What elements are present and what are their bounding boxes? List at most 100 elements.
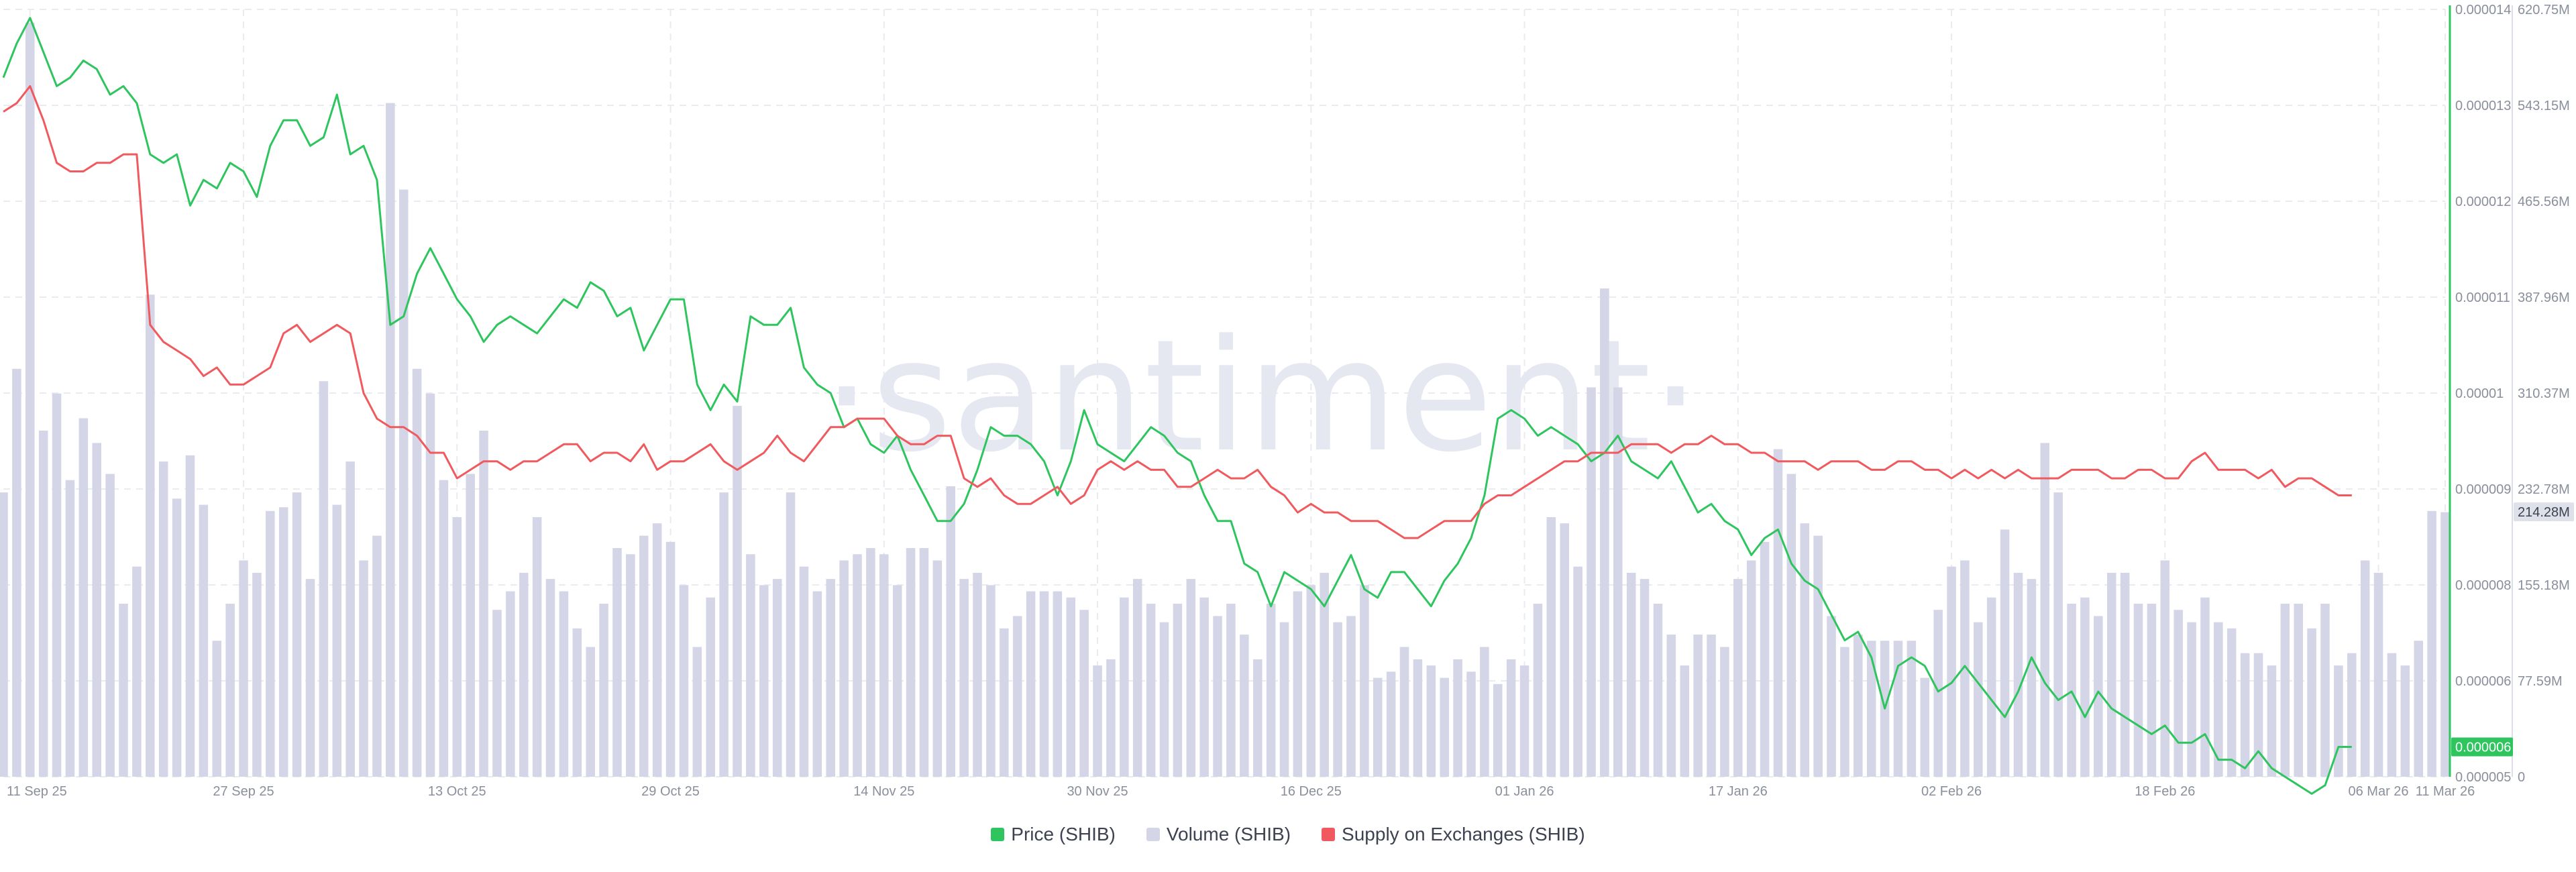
volume-bar <box>1120 597 1129 777</box>
volume-bar <box>372 535 382 777</box>
volume-bar <box>439 480 449 777</box>
legend-item[interactable]: Supply on Exchanges (SHIB) <box>1322 824 1585 845</box>
volume-bar <box>2106 572 2116 777</box>
volume-bar <box>826 579 835 777</box>
volume-bar <box>2360 560 2370 777</box>
volume-bar <box>799 566 809 777</box>
volume-bar <box>2094 616 2103 777</box>
volume-bar <box>1493 684 1503 777</box>
volume-bar <box>212 641 222 777</box>
axes: 0.000014 0.000013 0.000012 0.000011 0.00001 0… <box>7 3 2574 799</box>
volume-bar <box>1587 387 1596 777</box>
volume-bar <box>519 572 529 777</box>
volume-bar <box>78 418 89 777</box>
volume-bar <box>52 393 62 777</box>
volume-bar <box>1960 560 1970 777</box>
volume-bar <box>292 492 302 777</box>
volume-tick-label: 310.37M <box>2518 386 2570 401</box>
volume-bar <box>158 461 168 777</box>
volume-bar <box>2133 603 2143 777</box>
volume-bar <box>2013 572 2023 777</box>
x-tick-label: 16 Dec 25 <box>1281 784 1342 799</box>
volume-bar <box>1506 659 1516 777</box>
volume-bar <box>1773 449 1783 777</box>
volume-bar <box>772 579 782 777</box>
volume-bar <box>986 585 996 777</box>
price-tick-label: 0.000011 <box>2455 290 2510 305</box>
volume-bar <box>132 566 142 777</box>
volume-bar <box>12 368 21 777</box>
volume-bar <box>1707 635 1716 777</box>
volume-bar <box>1746 560 1756 777</box>
volume-bar <box>959 579 969 777</box>
volume-bar <box>1000 628 1009 777</box>
volume-bar <box>1320 572 1329 777</box>
volume-bar <box>1560 523 1569 777</box>
volume-bar <box>1680 665 1689 777</box>
volume-bar <box>2334 665 2343 777</box>
volume-bar <box>386 103 395 777</box>
volume-bar <box>225 603 235 777</box>
volume-bar <box>1519 665 1529 777</box>
volume-bar <box>1666 635 1676 777</box>
volume-bar <box>892 585 902 777</box>
volume-bar <box>1132 579 1142 777</box>
volume-bar <box>1813 535 1823 777</box>
volume-tick-label: 77.59M <box>2518 674 2563 689</box>
volume-bar <box>1613 387 1623 777</box>
volume-bar <box>1466 671 1476 777</box>
volume-bar <box>332 504 342 777</box>
volume-bar <box>319 381 329 777</box>
volume-bar <box>2414 641 2423 777</box>
volume-bar <box>946 486 956 777</box>
volume-bar <box>1106 659 1116 777</box>
volume-bar <box>1279 622 1289 777</box>
volume-bar <box>1079 610 1089 777</box>
volume-bar <box>1733 579 1743 777</box>
volume-bar <box>665 541 676 777</box>
volume-bar <box>2080 597 2090 777</box>
legend-item[interactable]: Volume (SHIB) <box>1146 824 1291 845</box>
volume-bar <box>879 554 889 777</box>
volume-bar <box>2053 492 2063 777</box>
volume-bar <box>1600 288 1609 777</box>
volume-bar <box>839 560 849 777</box>
volume-bar <box>2214 622 2223 777</box>
volume-bar <box>1800 523 1810 777</box>
volume-bar <box>1386 671 1396 777</box>
volume-bar <box>38 430 48 777</box>
volume-bar <box>2027 579 2037 777</box>
price-tick-label: 0.000008 <box>2455 578 2511 593</box>
volume-bar <box>492 610 502 777</box>
volume-bar <box>1947 566 1956 777</box>
volume-bar <box>1573 566 1582 777</box>
volume-bar <box>1720 647 1729 777</box>
volume-bar <box>1146 603 1156 777</box>
volume-bar <box>2120 572 2130 777</box>
volume-bar <box>1480 647 1489 777</box>
price-line <box>2 17 2352 795</box>
volume-bar <box>1360 585 1369 777</box>
legend-label: Price (SHIB) <box>1011 824 1116 844</box>
volume-tick-label: 387.96M <box>2518 290 2570 305</box>
volume-bar <box>1546 516 1556 777</box>
volume-bar <box>25 22 35 777</box>
volume-tick-label: 543.15M <box>2518 99 2570 113</box>
legend-item[interactable]: Price (SHIB) <box>991 824 1116 845</box>
volume-bar <box>1306 585 1316 777</box>
volume-bars <box>0 22 2450 777</box>
volume-bar <box>532 516 542 777</box>
volume-bar <box>1026 591 1036 777</box>
x-tick-label: 29 Oct 25 <box>641 784 700 799</box>
volume-bar <box>1039 591 1049 777</box>
volume-bar <box>1240 635 1249 777</box>
volume-bar <box>65 480 75 777</box>
x-tick-label: 17 Jan 26 <box>1709 784 1768 799</box>
volume-bar <box>1173 603 1183 777</box>
volume-bar <box>853 554 862 777</box>
volume-bar <box>626 554 635 777</box>
volume-bar <box>1199 597 1209 777</box>
volume-bar <box>1266 603 1276 777</box>
legend-swatch <box>1322 828 1336 841</box>
volume-bar <box>172 498 182 777</box>
